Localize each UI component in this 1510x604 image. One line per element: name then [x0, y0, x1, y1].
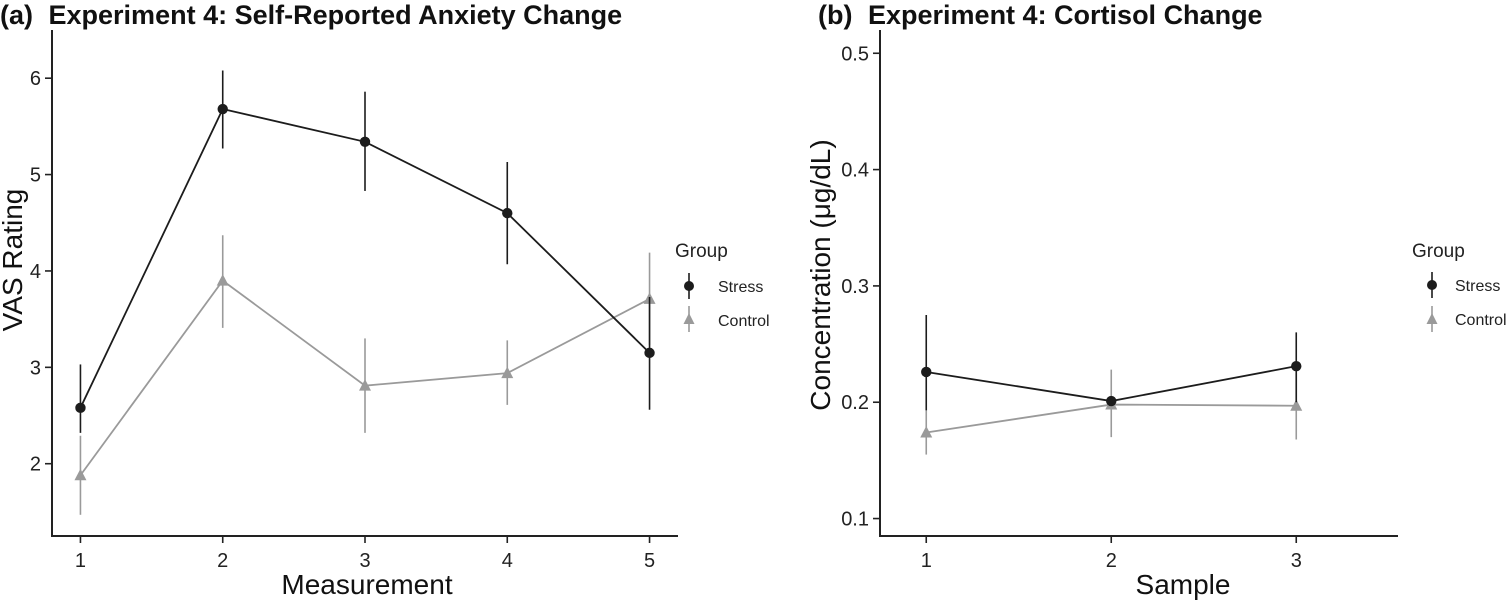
panel-a: (a) Experiment 4: Self-Reported Anxiety …: [0, 0, 770, 600]
triangle-marker-icon: [683, 313, 695, 324]
x-tick-label: 5: [644, 550, 655, 572]
panel-b-x-axis-title: Sample: [1136, 569, 1231, 600]
panel-a-legend: Group Stress Control: [675, 241, 770, 332]
y-tick-label: 0.4: [841, 160, 869, 182]
series-stress: [75, 70, 655, 433]
series-control: [920, 369, 1303, 455]
y-tick-label: 0.3: [841, 276, 869, 298]
panel-b-legend-label-control: Control: [1455, 312, 1507, 329]
panel-b-plot-area: [920, 314, 1303, 455]
panel-b-legend: Group Stress Control: [1412, 241, 1507, 332]
data-point-stress: [217, 103, 228, 115]
x-tick-label: 2: [217, 550, 228, 572]
panel-b-legend-title: Group: [1412, 241, 1465, 262]
panel-b-label: (b): [818, 0, 852, 30]
data-point-control: [1290, 399, 1303, 411]
panel-b-title: (b) Experiment 4: Cortisol Change: [818, 0, 1263, 30]
y-tick-label: 2: [30, 454, 41, 476]
data-point-control: [216, 274, 229, 286]
panel-a-legend-label-control: Control: [718, 313, 770, 330]
circle-marker-icon: [684, 281, 694, 291]
series-control: [74, 235, 656, 515]
panel-b-title-text: Experiment 4: Cortisol Change: [868, 0, 1263, 30]
x-tick-label: 3: [359, 550, 370, 572]
x-tick-label: 4: [502, 550, 513, 572]
data-point-control: [74, 468, 87, 481]
panel-a-legend-item-stress: Stress: [684, 273, 763, 299]
series-stress: [921, 314, 1302, 411]
panel-a-legend-item-control: Control: [683, 306, 770, 332]
y-tick-label: 0.2: [841, 392, 869, 414]
data-point-control: [359, 379, 371, 391]
panel-a-title: (a) Experiment 4: Self-Reported Anxiety …: [0, 0, 622, 30]
data-point-stress: [1291, 360, 1302, 372]
data-point-stress: [359, 136, 371, 148]
panel-a-legend-title: Group: [675, 241, 728, 262]
panel-a-x-axis-title: Measurement: [281, 569, 452, 600]
y-tick-label: 3: [30, 357, 41, 379]
panel-b: (b) Experiment 4: Cortisol Change 0.1 0.2…: [805, 0, 1507, 600]
panel-b-legend-label-stress: Stress: [1455, 278, 1500, 295]
panel-b-y-axis-title: Concentration (μg/dL): [805, 139, 836, 410]
panel-a-label: (a): [0, 0, 33, 30]
data-point-stress: [921, 366, 932, 378]
panel-b-legend-item-stress: Stress: [1427, 272, 1500, 298]
x-tick-label: 1: [921, 550, 932, 572]
y-tick-label: 6: [30, 68, 41, 90]
panel-a-y-axis-title: VAS Rating: [0, 189, 28, 332]
data-point-stress: [75, 402, 86, 414]
x-tick-label: 3: [1291, 550, 1302, 572]
panel-b-legend-item-control: Control: [1426, 306, 1507, 332]
y-tick-label: 0.5: [841, 43, 869, 65]
panel-b-ticks: 0.1 0.2 0.3 0.4 0.5 1 2 3: [841, 43, 1302, 572]
data-point-stress: [502, 207, 513, 219]
y-tick-label: 5: [30, 165, 41, 187]
y-tick-label: 0.1: [841, 509, 869, 531]
panel-a-plot-area: [74, 70, 656, 515]
panel-a-ticks: 2 3 4 5 6 1 2 3 4 5: [30, 68, 655, 572]
data-point-stress: [644, 347, 655, 359]
y-tick-label: 4: [30, 261, 41, 283]
data-point-control: [920, 425, 933, 438]
x-tick-label: 2: [1106, 550, 1117, 572]
triangle-marker-icon: [1426, 313, 1438, 324]
circle-marker-icon: [1427, 280, 1437, 290]
data-point-control: [501, 366, 514, 379]
data-point-stress: [1106, 395, 1117, 407]
x-tick-label: 1: [75, 550, 86, 572]
panel-a-title-text: Experiment 4: Self-Reported Anxiety Chan…: [49, 0, 623, 30]
panel-a-legend-label-stress: Stress: [718, 279, 763, 296]
